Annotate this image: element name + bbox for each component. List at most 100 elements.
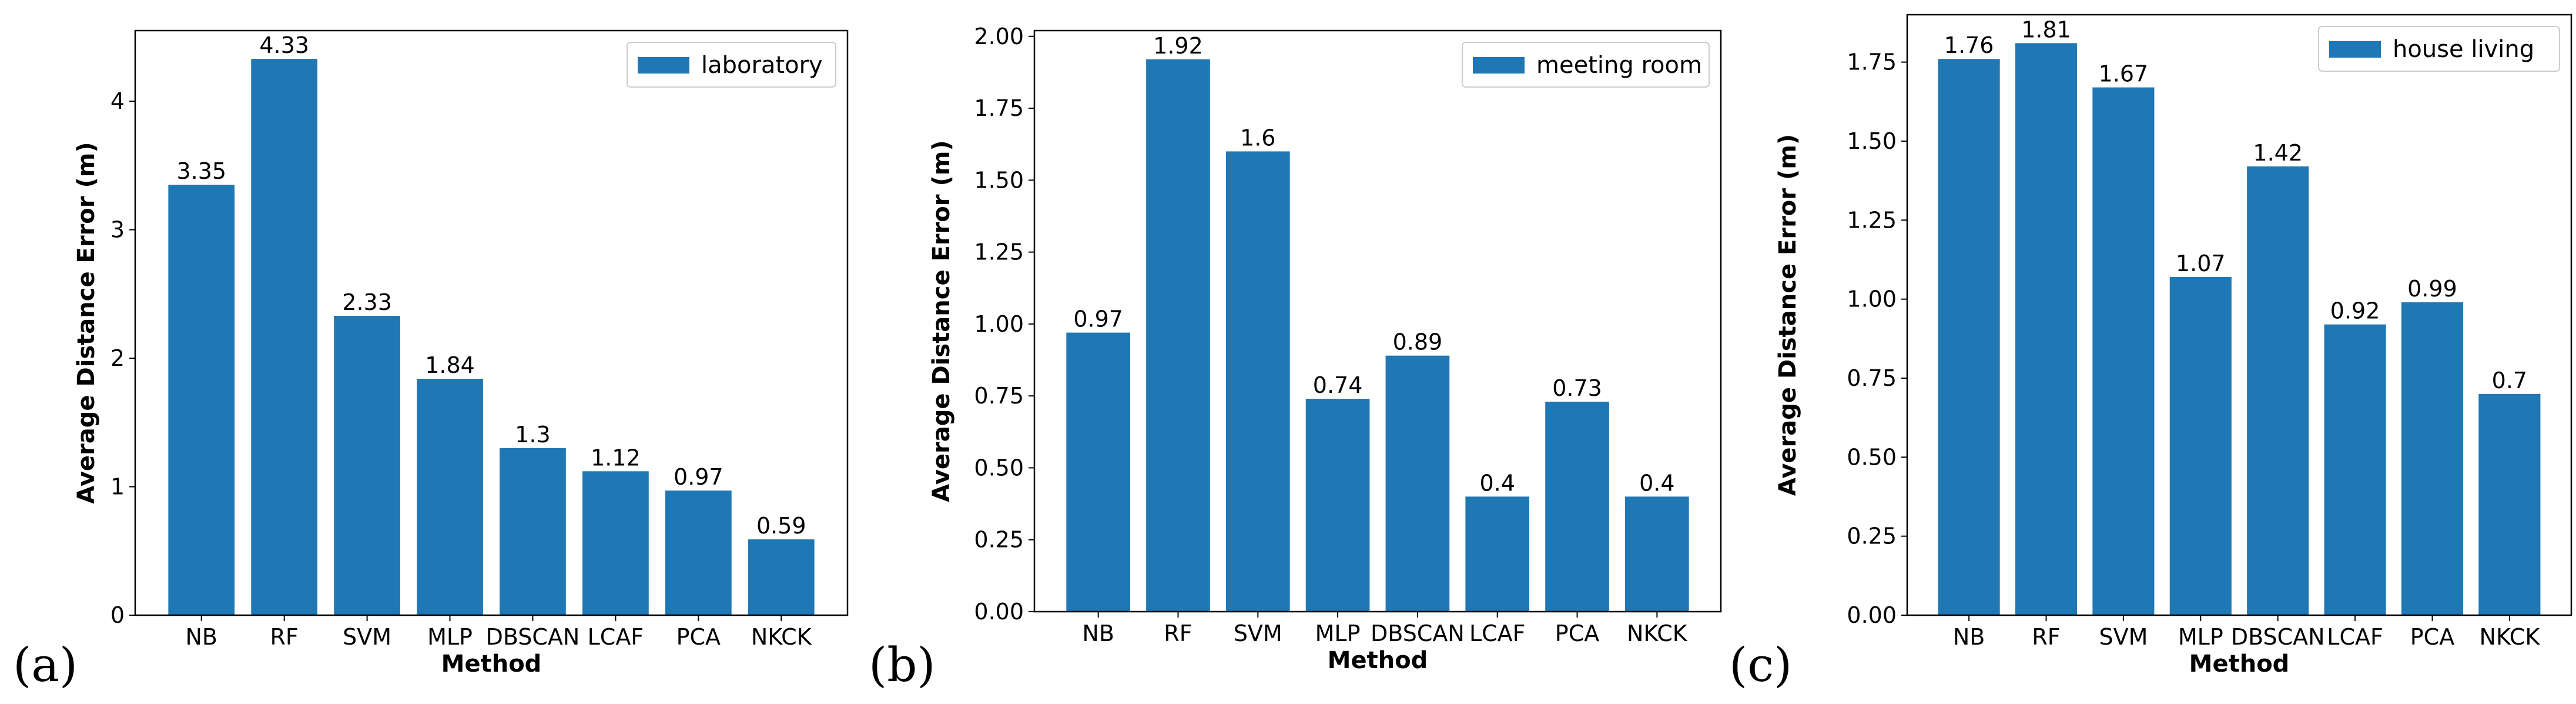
y-axis-label: Average Distance Error (m) xyxy=(928,140,955,502)
plot-frame xyxy=(1033,29,1722,613)
y-tick-label: 2 xyxy=(110,345,125,371)
legend-box xyxy=(2318,26,2560,72)
y-tick-label: 1.25 xyxy=(974,239,1024,265)
bar-lcaf xyxy=(582,471,649,615)
y-tick-label: 1.25 xyxy=(1847,207,1897,233)
value-label-dbscan: 1.42 xyxy=(2253,140,2303,166)
plot-frame xyxy=(134,29,849,616)
bar-rf xyxy=(1146,59,1210,612)
x-tick-label-mlp: MLP xyxy=(1315,620,1361,646)
x-tick-label-nb: NB xyxy=(185,624,217,650)
value-label-mlp: 1.84 xyxy=(425,352,475,378)
bar-lcaf xyxy=(2324,324,2386,615)
x-tick-label-dbscan: DBSCAN xyxy=(486,624,580,650)
legend-box xyxy=(1462,42,1710,88)
bar-pca xyxy=(665,491,732,615)
y-tick-label: 0.50 xyxy=(1847,444,1897,470)
y-tick-label: 2.00 xyxy=(974,24,1024,49)
y-tick-label: 1.50 xyxy=(1847,128,1897,154)
bar-lcaf xyxy=(1465,496,1530,612)
bar-nkck xyxy=(748,539,815,615)
y-tick-label: 0.00 xyxy=(974,599,1024,625)
chart-panel-2: 0.97 NB 1.92 RF 1.6 SVM 0.74 MLP 0.89 DBSCAN 0.4 LC… xyxy=(869,24,1722,692)
bar-rf xyxy=(251,59,318,616)
x-tick-label-dbscan: DBSCAN xyxy=(1371,620,1465,646)
chart-panel-3: 1.76 NB 1.81 RF 1.67 SVM 1.07 MLP 1.42 DBSCAN 0.92… xyxy=(1729,14,2572,692)
value-label-dbscan: 0.89 xyxy=(1393,329,1443,355)
value-label-rf: 1.81 xyxy=(2021,16,2071,42)
panel-label: (a) xyxy=(13,638,78,692)
bar-svm xyxy=(2092,87,2155,616)
x-tick-label-nb: NB xyxy=(1082,620,1114,646)
y-tick-label: 0.75 xyxy=(1847,365,1897,391)
panel-label: (c) xyxy=(1729,638,1792,692)
value-label-svm: 2.33 xyxy=(342,289,392,315)
x-tick-label-pca: PCA xyxy=(1555,620,1599,646)
x-tick-label-rf: RF xyxy=(1164,620,1192,646)
x-tick-label-lcaf: LCAF xyxy=(1469,620,1526,646)
value-label-pca: 0.73 xyxy=(1552,375,1602,401)
legend-box xyxy=(627,42,836,88)
x-tick-label-svm: SVM xyxy=(2099,624,2148,650)
legend-label: meeting room xyxy=(1536,52,1702,79)
bar-rf xyxy=(2015,43,2078,615)
y-tick-label: 0.25 xyxy=(1847,523,1897,549)
x-axis-label: Method xyxy=(1328,647,1428,674)
y-tick-label: 0 xyxy=(110,602,125,628)
x-tick-label-pca: PCA xyxy=(676,624,721,650)
y-tick-label: 0.25 xyxy=(974,527,1024,553)
y-tick-label: 1 xyxy=(110,474,125,500)
value-label-nkck: 0.7 xyxy=(2492,368,2527,393)
chart-panel-1: 3.35 NB 4.33 RF 2.33 SVM 1.84 MLP 1.3 DBSCAN 1.12 L… xyxy=(13,29,849,692)
legend-label: house living xyxy=(2393,36,2534,63)
y-axis-label: Average Distance Error (m) xyxy=(1774,134,1801,496)
value-label-rf: 1.92 xyxy=(1153,33,1203,59)
y-tick-label: 3 xyxy=(110,217,125,243)
bar-pca xyxy=(2401,302,2464,615)
y-tick-label: 1.00 xyxy=(1847,286,1897,312)
x-tick-label-mlp: MLP xyxy=(2178,624,2223,650)
x-tick-label-mlp: MLP xyxy=(427,624,473,650)
x-tick-label-nkck: NKCK xyxy=(751,624,812,650)
bar-mlp xyxy=(417,379,483,615)
bar-mlp xyxy=(1305,399,1370,612)
x-tick-label-lcaf: LCAF xyxy=(588,624,644,650)
x-axis-label: Method xyxy=(2189,650,2290,678)
y-tick-label: 1.50 xyxy=(974,167,1024,193)
x-tick-label-dbscan: DBSCAN xyxy=(2231,624,2325,650)
panel-label: (b) xyxy=(869,638,936,692)
value-label-lcaf: 0.92 xyxy=(2330,298,2380,324)
y-tick-label: 1.75 xyxy=(974,95,1024,121)
legend-swatch xyxy=(2329,41,2381,58)
x-axis-label: Method xyxy=(441,650,542,678)
value-label-nkck: 0.59 xyxy=(756,513,806,539)
x-tick-label-svm: SVM xyxy=(343,624,391,650)
x-tick-label-rf: RF xyxy=(2032,624,2060,650)
plot-frame xyxy=(1906,14,2572,616)
y-tick-label: 4 xyxy=(110,88,125,114)
legend: laboratory xyxy=(627,42,836,88)
value-label-svm: 1.67 xyxy=(2099,61,2149,87)
value-label-nkck: 0.4 xyxy=(1639,470,1674,496)
value-label-lcaf: 1.12 xyxy=(591,445,641,471)
x-tick-label-lcaf: LCAF xyxy=(2327,624,2383,650)
y-tick-label: 1.75 xyxy=(1847,49,1897,75)
bar-svm xyxy=(334,315,400,615)
value-label-nb: 0.97 xyxy=(1073,306,1123,332)
y-tick-label: 0.75 xyxy=(974,383,1024,409)
bar-nb xyxy=(168,185,235,616)
value-label-mlp: 0.74 xyxy=(1313,372,1363,398)
bar-mlp xyxy=(2169,277,2232,616)
value-label-pca: 0.99 xyxy=(2407,276,2457,302)
bar-nkck xyxy=(2478,393,2541,615)
bar-dbscan xyxy=(1385,355,1450,612)
bar-svm xyxy=(1225,151,1290,612)
y-tick-label: 0.00 xyxy=(1847,602,1897,628)
bar-nkck xyxy=(1625,496,1689,612)
value-label-nb: 1.76 xyxy=(1944,32,1994,58)
value-label-dbscan: 1.3 xyxy=(515,422,550,448)
value-label-nb: 3.35 xyxy=(176,158,226,184)
y-tick-label: 0.50 xyxy=(974,455,1024,481)
x-tick-label-nb: NB xyxy=(1953,624,1985,650)
legend: meeting room xyxy=(1462,42,1710,88)
